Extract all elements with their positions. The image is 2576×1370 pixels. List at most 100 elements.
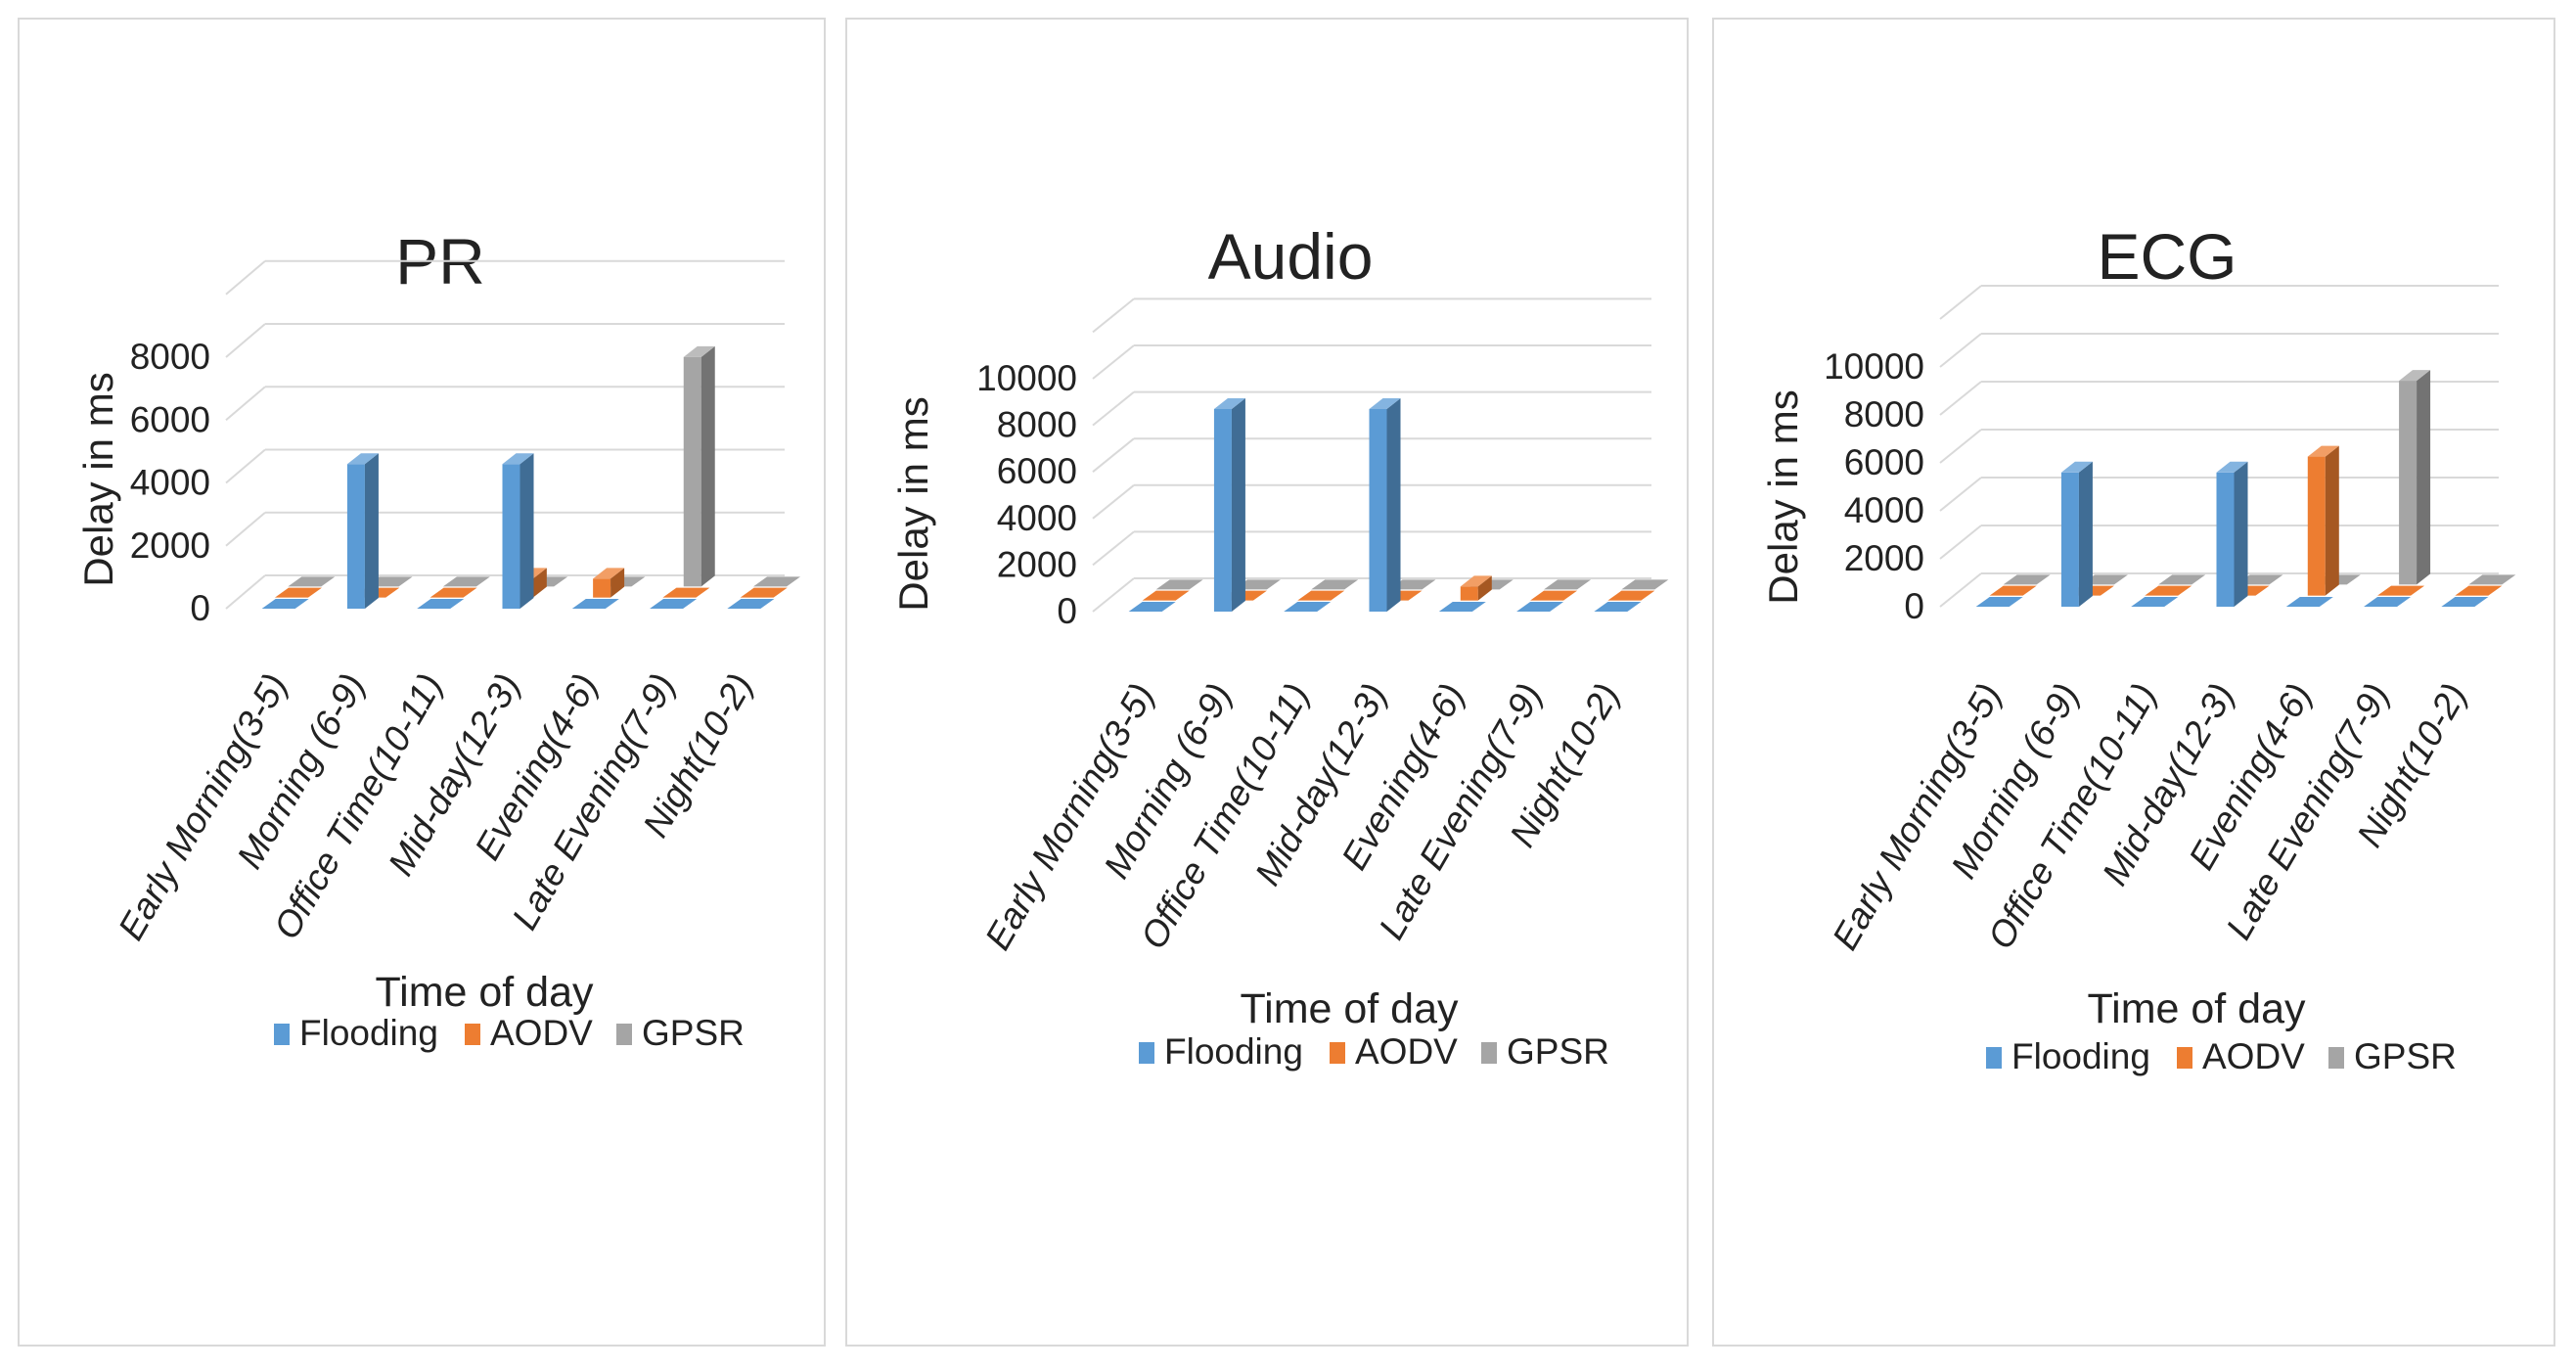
y-tick-label: 6000 — [997, 451, 1077, 491]
legend-swatch — [616, 1024, 632, 1045]
bar-zero-marker — [2003, 574, 2051, 585]
legend-item-aodv: AODV — [1330, 1031, 1458, 1072]
bar-zero-marker — [1128, 602, 1176, 612]
side-gridline — [225, 574, 266, 610]
y-tick-label: 4000 — [997, 498, 1077, 538]
bar-top — [2060, 461, 2093, 473]
bar-side — [1386, 397, 1401, 612]
bar-flooding-early-morning-3-5 — [1975, 597, 2023, 607]
y-tick-label: 6000 — [1844, 442, 1924, 482]
bar-aodv-early-morning-3-5 — [1989, 585, 2037, 596]
side-gridline — [1092, 437, 1135, 473]
bar-gpsr-late-evening-7-9 — [683, 345, 715, 587]
bar-flooding-office-time-10-11 — [417, 599, 465, 609]
bar-flooding-mid-day-12-3 — [1369, 397, 1401, 612]
chart-panel-audio: Audio Delay in ms 0 2000 4000 6000 8000 10000 Ea… — [845, 18, 1689, 1347]
bar-side — [700, 345, 715, 587]
x-axis-label: Time of day — [375, 969, 594, 1016]
bar-flooding-mid-day-12-3 — [502, 453, 534, 609]
bar-top — [2399, 370, 2431, 382]
legend-label: AODV — [2202, 1036, 2305, 1076]
y-tick-label: 0 — [190, 588, 210, 628]
bar-zero-marker — [2285, 597, 2333, 607]
side-gridline — [225, 259, 266, 296]
bar-top — [683, 345, 715, 357]
bar-zero-marker — [2364, 597, 2412, 607]
bar-front — [2307, 456, 2326, 596]
bar-zero-marker — [1975, 597, 2023, 607]
bar-zero-marker — [2468, 574, 2516, 585]
bar-zero-marker — [1989, 585, 2037, 596]
bar-flooding-early-morning-3-5 — [1128, 602, 1176, 612]
bar-zero-marker — [429, 587, 477, 598]
y-tick-label: 4000 — [1844, 490, 1924, 530]
side-gridline — [225, 511, 266, 547]
bar-top — [2216, 461, 2248, 473]
bar-gpsr-night-10-2 — [1621, 579, 1669, 590]
bar-side — [2417, 370, 2431, 585]
y-tick-label: 10000 — [976, 358, 1077, 398]
bar-zero-marker — [2455, 585, 2503, 596]
bar-flooding-office-time-10-11 — [2131, 597, 2179, 607]
bar-side — [1231, 397, 1245, 612]
side-gridline — [1939, 285, 1982, 320]
bar-flooding-late-evening-7-9 — [1516, 602, 1564, 612]
side-gridline — [1939, 429, 1982, 464]
bar-flooding-late-evening-7-9 — [2364, 597, 2412, 607]
side-gridline — [1092, 484, 1135, 520]
bar-aodv-late-evening-7-9 — [2377, 585, 2425, 596]
bar-side — [532, 568, 547, 598]
side-gridline — [225, 323, 266, 358]
bar-gpsr-early-morning-3-5 — [288, 576, 336, 587]
side-gridline — [1092, 297, 1135, 334]
bar-top — [1460, 575, 1492, 587]
bar-aodv-office-time-10-11 — [1297, 590, 1345, 601]
legend-label: AODV — [490, 1013, 593, 1053]
bar-zero-marker — [571, 599, 619, 609]
legend: Flooding AODV GPSR — [274, 1013, 745, 1053]
bar-flooding-evening-4-6 — [2285, 597, 2333, 607]
bar-flooding-office-time-10-11 — [1284, 602, 1332, 612]
bar-flooding-morning-6-9 — [346, 453, 379, 609]
legend-label: Flooding — [2011, 1036, 2150, 1076]
y-tick-label: 6000 — [130, 399, 210, 439]
bar-zero-marker — [1544, 579, 1592, 590]
bar-front — [502, 464, 520, 609]
legend-item-flooding: Flooding — [1986, 1036, 2150, 1076]
bar-zero-marker — [2145, 585, 2192, 596]
bar-gpsr-early-morning-3-5 — [1155, 579, 1203, 590]
y-tick-label: 8000 — [130, 337, 210, 377]
side-gridline — [1092, 344, 1135, 380]
x-axis-label: Time of day — [2087, 985, 2306, 1032]
bar-top — [1369, 397, 1401, 409]
bar-zero-marker — [1438, 602, 1486, 612]
bar-front — [2060, 472, 2079, 607]
y-tick-label: 8000 — [997, 405, 1077, 445]
bar-top — [2307, 445, 2339, 457]
legend: Flooding AODV GPSR — [1986, 1036, 2457, 1076]
bar-gpsr-late-evening-7-9 — [1544, 579, 1592, 590]
bar-flooding-late-evening-7-9 — [650, 599, 698, 609]
chart-title: Audio — [1208, 220, 1374, 293]
bar-zero-marker — [2441, 597, 2489, 607]
bar-gpsr-night-10-2 — [753, 576, 801, 587]
bar-gpsr-office-time-10-11 — [2158, 574, 2206, 585]
bar-aodv-night-10-2 — [1607, 590, 1655, 601]
bar-flooding-night-10-2 — [727, 599, 775, 609]
bar-zero-marker — [727, 599, 775, 609]
y-tick-label: 2000 — [130, 525, 210, 566]
bar-front — [593, 578, 611, 598]
y-axis-label: Delay in ms — [75, 372, 121, 586]
bar-zero-marker — [274, 587, 322, 598]
legend-swatch — [274, 1024, 290, 1045]
legend-label: Flooding — [299, 1013, 438, 1053]
bar-aodv-evening-4-6 — [2307, 445, 2339, 596]
side-gridline — [1939, 477, 1982, 512]
bar-flooding-morning-6-9 — [1213, 397, 1245, 612]
bar-zero-marker — [1530, 590, 1578, 601]
bar-front — [1460, 586, 1478, 601]
bar-zero-marker — [650, 599, 698, 609]
bar-zero-marker — [1607, 590, 1655, 601]
legend-item-flooding: Flooding — [1139, 1031, 1303, 1072]
